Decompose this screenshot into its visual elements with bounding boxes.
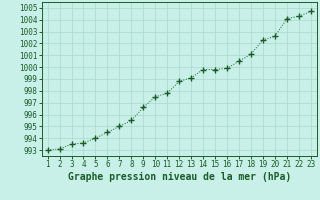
X-axis label: Graphe pression niveau de la mer (hPa): Graphe pression niveau de la mer (hPa) (68, 172, 291, 182)
